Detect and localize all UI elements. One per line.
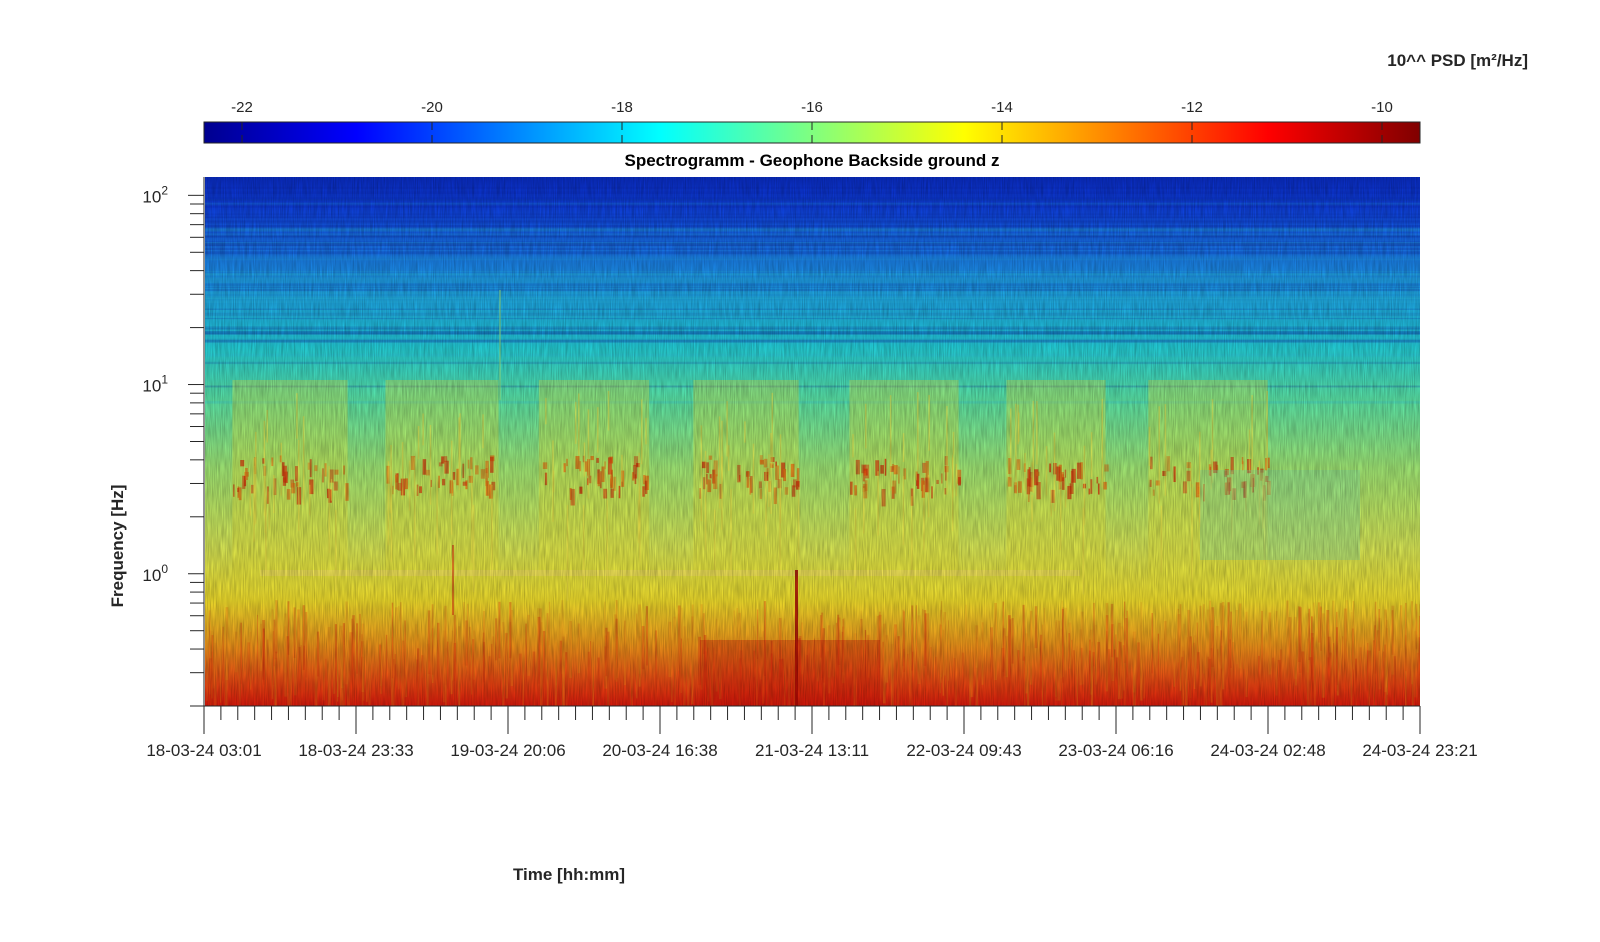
x-tick-label: 24-03-24 02:48 [1210,741,1325,760]
colorbar-ticks: -22 -20 -18 -16 -14 -12 -10 [231,99,1393,143]
colorbar-tick-label: -20 [421,99,443,116]
x-tick-label: 20-03-24 16:38 [602,741,717,760]
colorbar-tick-label: -18 [611,99,633,116]
chart-title: Spectrogramm - Geophone Backside ground … [624,151,999,170]
x-tick-label: 22-03-24 09:43 [906,741,1021,760]
spectrogram-image [205,177,1420,706]
colorbar-tick-label: -22 [231,99,253,116]
x-tick-label: 18-03-24 23:33 [298,741,413,760]
colorbar-tick-label: -12 [1181,99,1203,116]
x-axis-label: Time [hh:mm] [513,865,625,884]
colorbar-tick-label: -14 [991,99,1013,116]
x-tick-label: 18-03-24 03:01 [146,741,261,760]
x-tick-label: 21-03-24 13:11 [755,741,869,760]
colorbar-label: 10^^ PSD [m²/Hz] [1387,51,1528,70]
y-axis-label: Frequency [Hz] [108,485,127,608]
y-tick-label: 102 [142,183,168,206]
y-tick-label: 101 [142,373,168,396]
colorbar-tick-label: -10 [1371,99,1393,116]
x-tick-label: 19-03-24 20:06 [450,741,565,760]
colorbar-tick-label: -16 [801,99,823,116]
y-tick-label: 100 [142,562,168,585]
x-tick-label: 23-03-24 06:16 [1058,741,1173,760]
x-axis-ticks: 18-03-24 03:01 18-03-24 23:33 19-03-24 20:… [146,706,1478,760]
y-axis-ticks: 100 101 102 [142,183,204,707]
x-tick-label: 24-03-24 23:21 [1362,741,1477,760]
